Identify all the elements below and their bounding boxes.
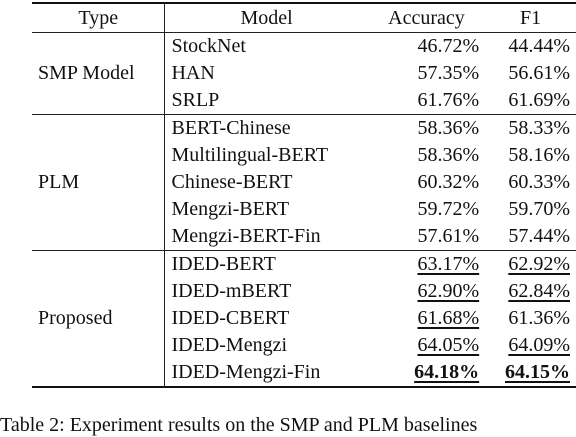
accuracy-cell-best: 64.18% [414,361,480,383]
accuracy-cell: 57.35% [417,62,480,84]
table-row: Proposed IDED-BERT 63.17% 62.92% [32,250,576,388]
accuracy-cell: 60.32% [417,171,480,193]
table-row: Chinese-BERT 60.32% 60.33% [32,169,576,196]
f1-cell: 44.44% [485,32,576,60]
model-cell: Chinese-BERT [171,171,293,193]
accuracy-cell: 57.61% [417,225,480,247]
table-row: IDED-CBERT 61.68% 61.36% [32,305,576,332]
model-cell: IDED-Mengzi-Fin [164,359,368,388]
accuracy-cell: 64.05% [417,334,480,356]
f1-cell: 61.69% [508,89,570,111]
header-row: Type Model Accuracy F1 [32,2,576,33]
model-cell: IDED-BERT [164,250,368,278]
accuracy-cell: 59.72% [417,198,480,220]
table-row: PLM BERT-Chinese 58.36% 58.33% [32,114,576,251]
accuracy-cell: 61.76% [417,89,480,111]
model-cell: Mengzi-BERT-Fin [171,225,321,247]
group-label-plm: PLM [32,114,166,251]
accuracy-cell: 61.68% [417,307,480,329]
header-accuracy: Accuracy [367,2,486,33]
table-row: IDED-mBERT 62.90% 62.84% [32,278,576,305]
accuracy-cell: 62.90% [417,280,480,302]
table-row: Mengzi-BERT-Fin 57.61% 57.44% [32,223,576,251]
f1-cell: 57.44% [508,225,570,247]
table-caption: Table 2: Experiment results on the SMP a… [0,414,478,436]
f1-cell: 56.61% [508,62,570,84]
f1-cell: 62.84% [508,280,570,302]
group-label-smp: SMP Model [32,32,166,115]
results-table: Type Model Accuracy F1 SMP Model StockNe… [32,2,576,388]
model-cell: Mengzi-BERT [171,198,290,220]
model-cell: IDED-CBERT [171,307,290,329]
table-row: Multilingual-BERT 58.36% 58.16% [32,142,576,169]
model-cell: StockNet [164,32,368,60]
model-cell: IDED-Mengzi [171,334,288,356]
accuracy-cell: 63.17% [417,253,480,275]
header-model: Model [164,2,368,33]
table-row: HAN 57.35% 56.61% [32,60,576,87]
header-type: Type [32,2,166,33]
f1-cell-best: 64.15% [505,361,570,383]
f1-cell: 58.16% [508,144,570,166]
table-row: SRLP 61.76% 61.69% [32,87,576,115]
table-row: IDED-Mengzi 64.05% 64.09% [32,332,576,359]
accuracy-cell: 58.36% [417,144,480,166]
f1-cell: 61.36% [508,307,570,329]
f1-cell: 59.70% [508,198,570,220]
model-cell: IDED-mBERT [171,280,292,302]
f1-cell: 62.92% [508,253,570,275]
f1-cell: 58.33% [485,114,576,142]
f1-cell: 60.33% [508,171,570,193]
table-row: Mengzi-BERT 59.72% 59.70% [32,196,576,223]
accuracy-cell: 58.36% [367,114,486,142]
model-cell: BERT-Chinese [164,114,368,142]
model-cell: SRLP [171,89,220,111]
group-label-proposed: Proposed [32,250,166,388]
header-f1: F1 [485,2,576,33]
accuracy-cell: 46.72% [367,32,486,60]
table-row: IDED-Mengzi-Fin 64.18% 64.15% [32,359,576,388]
model-cell: HAN [171,62,215,84]
f1-cell: 64.09% [508,334,570,356]
table-row: SMP Model StockNet 46.72% 44.44% [32,32,576,115]
model-cell: Multilingual-BERT [171,144,329,166]
